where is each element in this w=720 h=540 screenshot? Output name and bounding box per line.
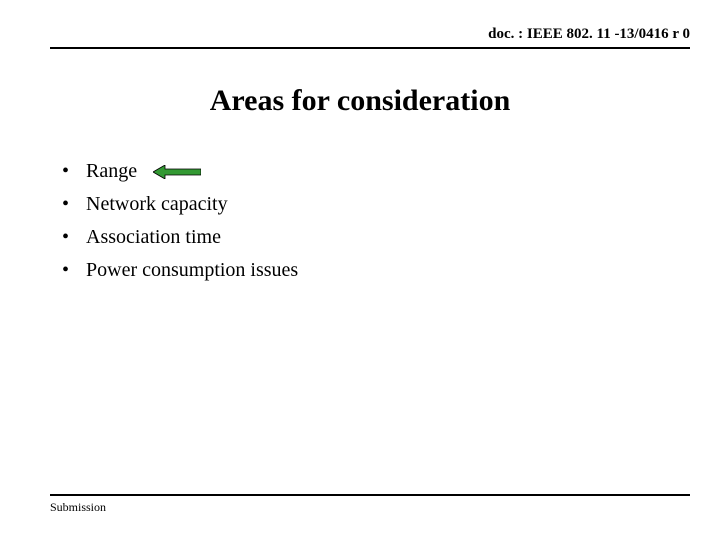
arrow-icon [153, 165, 201, 179]
doc-id: doc. : IEEE 802. 11 -13/0416 r 0 [488, 26, 690, 43]
list-item: • Power consumption issues [62, 259, 298, 282]
bullet-icon: • [62, 193, 86, 216]
footer-label: Submission [50, 500, 106, 514]
slide: doc. : IEEE 802. 11 -13/0416 r 0 Areas f… [0, 0, 720, 540]
list-item: • Range [62, 160, 298, 183]
bullet-label: Network capacity [86, 193, 228, 216]
bullet-label: Power consumption issues [86, 259, 298, 282]
title-text: Areas for consideration [210, 84, 511, 117]
bullet-icon: • [62, 226, 86, 249]
footer-rule [50, 494, 690, 496]
page-title: Areas for consideration [0, 84, 720, 118]
bullet-label: Association time [86, 226, 221, 249]
bullet-list: • Range • Network capacity • Association… [62, 160, 298, 292]
footer-text: Submission [50, 500, 106, 515]
doc-id-text: doc. : IEEE 802. 11 -13/0416 r 0 [488, 26, 690, 42]
list-item: • Network capacity [62, 193, 298, 216]
list-item: • Association time [62, 226, 298, 249]
bullet-icon: • [62, 259, 86, 282]
header-rule [50, 47, 690, 49]
bullet-icon: • [62, 160, 86, 183]
bullet-label: Range [86, 160, 137, 183]
